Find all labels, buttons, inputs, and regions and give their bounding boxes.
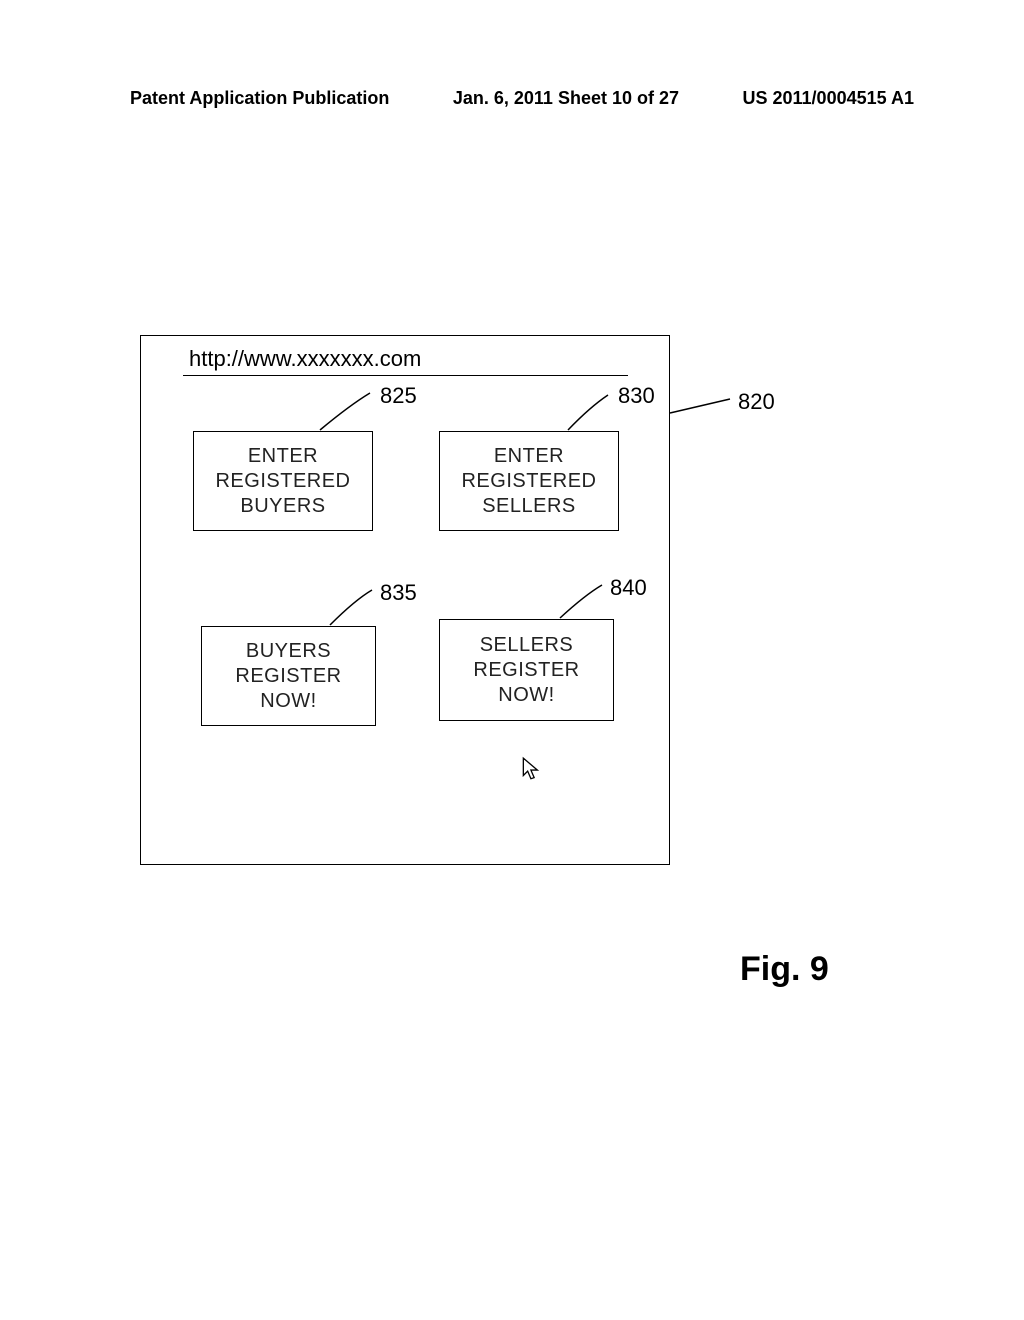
ref-825: 825 (380, 383, 417, 409)
header-pubnum: US 2011/0004515 A1 (743, 88, 914, 109)
ref-840: 840 (610, 575, 647, 601)
header-date-sheet: Jan. 6, 2011 Sheet 10 of 27 (453, 88, 679, 109)
ref-830: 830 (618, 383, 655, 409)
ref-835: 835 (380, 580, 417, 606)
ref-820: 820 (738, 389, 775, 415)
leader-lines (140, 335, 840, 895)
figure-caption: Fig. 9 (740, 950, 829, 989)
figure: http://www.xxxxxxx.com ENTER REGISTERED … (140, 335, 840, 895)
page-header: Patent Application Publication Jan. 6, 2… (0, 88, 1024, 109)
header-publication: Patent Application Publication (130, 88, 389, 109)
